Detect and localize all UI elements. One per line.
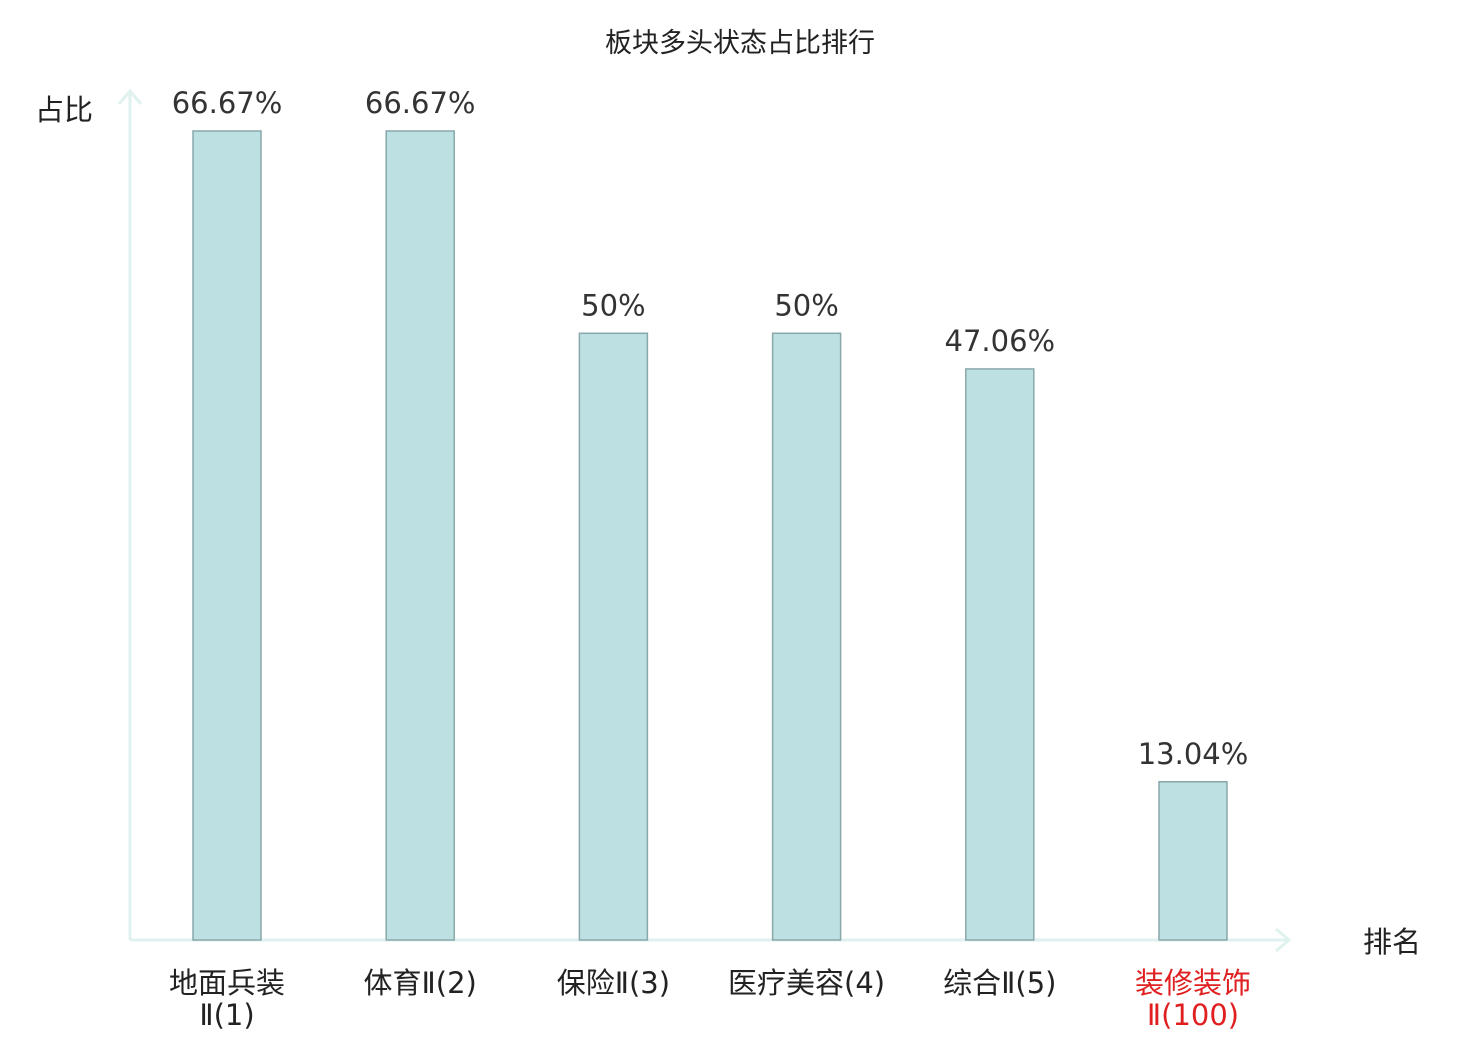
- chart-title: 板块多头状态占比排行: [605, 28, 875, 59]
- x-tick-label: 地面兵装: [169, 966, 285, 1000]
- y-axis-label: 占比: [35, 93, 93, 127]
- bar: [771, 332, 842, 941]
- x-tick-label: 体育Ⅱ(2): [364, 966, 477, 1000]
- x-axis-label: 排名: [1363, 925, 1421, 959]
- bar-value-label: 50%: [774, 288, 838, 322]
- x-tick-label: 装修装饰: [1135, 966, 1251, 1000]
- y-axis-arrow-icon: [117, 88, 143, 105]
- x-tick-label-line2: Ⅱ(1): [199, 998, 254, 1032]
- x-tick-label: 综合Ⅱ(5): [943, 966, 1056, 1000]
- x-axis-arrow-icon: [1275, 927, 1292, 953]
- bar: [192, 130, 262, 941]
- x-tick-label: 医疗美容(4): [728, 966, 885, 1000]
- bar-value-label: 66.67%: [172, 86, 283, 120]
- bar-value-label: 66.67%: [365, 86, 476, 120]
- bar-value-label: 13.04%: [1138, 737, 1249, 771]
- bar: [965, 368, 1035, 941]
- value-labels-group: 66.67% 66.67% 50% 50% 47.06% 13.04%: [172, 86, 1249, 771]
- x-tick-label-line2: Ⅱ(100): [1147, 998, 1239, 1032]
- bar: [1158, 781, 1228, 941]
- bar: [578, 332, 649, 941]
- bar-value-label: 50%: [581, 288, 645, 322]
- bar: [385, 130, 455, 941]
- bars-group: [192, 130, 1228, 941]
- x-tick-label: 保险Ⅱ(3): [557, 966, 670, 1000]
- bar-value-label: 47.06%: [945, 324, 1056, 358]
